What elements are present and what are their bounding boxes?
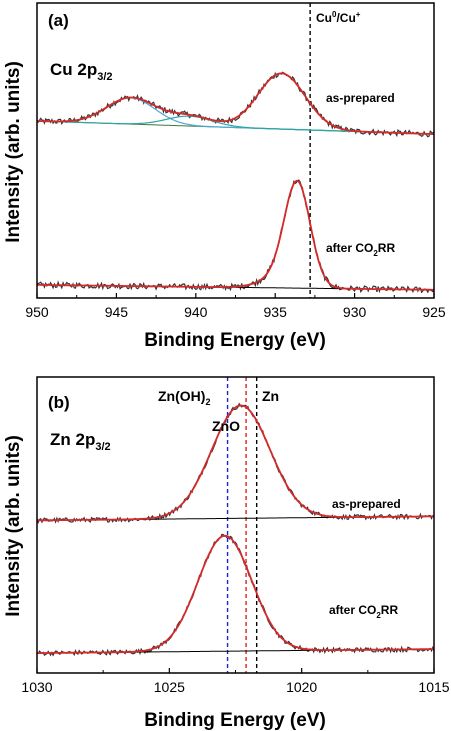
x-tick-label: 925 bbox=[422, 304, 446, 320]
spectrum-label-as-prepared: as-prepared bbox=[326, 91, 395, 105]
x-tick-label: 1030 bbox=[21, 679, 52, 695]
raw-spectrum bbox=[36, 533, 435, 657]
x-tick-label: 930 bbox=[343, 304, 367, 320]
x-tick-label: 935 bbox=[264, 304, 288, 320]
spectrum-label-after-co2rr: after CO2RR bbox=[326, 241, 395, 258]
raw-spectrum bbox=[36, 179, 435, 294]
x-tick-label: 950 bbox=[25, 304, 49, 320]
reference-label-zn-oh2: Zn(OH)2 bbox=[158, 388, 210, 407]
panel-label: (a) bbox=[48, 11, 69, 30]
x-tick-label: 1025 bbox=[154, 679, 185, 695]
reference-label-zno: ZnO bbox=[212, 418, 240, 434]
reference-label-zn: Zn bbox=[262, 388, 279, 404]
x-axis-label: Binding Energy (eV) bbox=[144, 330, 326, 351]
x-tick-label: 945 bbox=[105, 304, 129, 320]
panel-b-zn-2p: 1030 1025 1020 1015 (b) Zn 2p3/2 Zn(OH)2 Zn… bbox=[3, 376, 450, 731]
core-level-label: Zn 2p3/2 bbox=[50, 430, 111, 453]
x-tick-label: 940 bbox=[184, 304, 208, 320]
y-axis-label: Intensity (arb. units) bbox=[3, 61, 24, 243]
spectrum-label-after-co2rr: after CO2RR bbox=[329, 603, 398, 620]
spectrum-label-as-prepared: as-prepared bbox=[332, 497, 401, 511]
core-level-label: Cu 2p3/2 bbox=[50, 60, 113, 83]
fit-envelope bbox=[36, 404, 434, 522]
x-tick-label: 1020 bbox=[286, 679, 317, 695]
fit-envelope bbox=[37, 534, 434, 654]
panel-a-cu-2p: 950 945 940 935 930 925 (a) Cu 2p3/2 Cu0/Cu+ … bbox=[3, 2, 446, 351]
y-axis-label: Intensity (arb. units) bbox=[3, 435, 24, 617]
fit-envelope bbox=[37, 180, 434, 291]
panel-label: (b) bbox=[48, 393, 70, 412]
reference-label: Cu0/Cu+ bbox=[316, 10, 361, 25]
fit-envelope bbox=[37, 72, 434, 135]
x-tick-label: 1015 bbox=[418, 679, 449, 695]
x-axis-label: Binding Energy (eV) bbox=[144, 710, 326, 731]
